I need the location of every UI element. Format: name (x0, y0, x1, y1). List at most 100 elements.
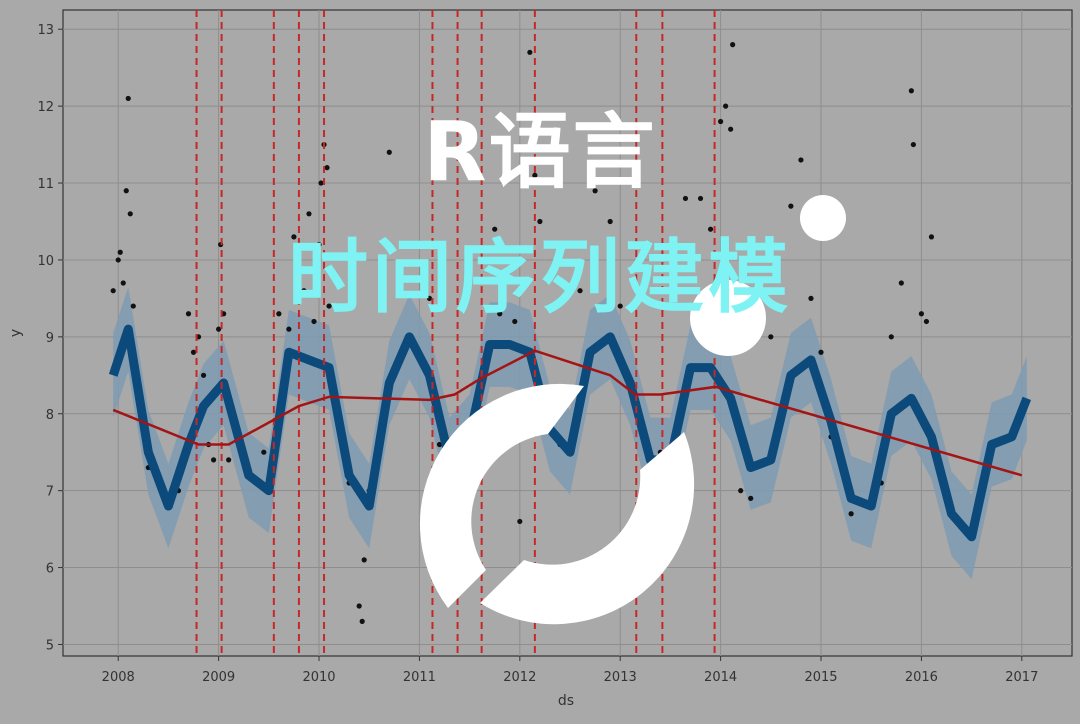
y-tick-label: 7 (46, 485, 54, 500)
y-tick-label: 6 (46, 562, 54, 577)
overlay-title: R语言 (423, 105, 657, 200)
observed-point (768, 334, 774, 340)
x-tick-label: 2010 (302, 670, 335, 685)
observed-point (120, 280, 126, 286)
observed-point (682, 195, 689, 202)
observed-point (707, 226, 714, 232)
logo-ring (419, 195, 846, 625)
observed-point (748, 495, 754, 501)
observed-point (185, 311, 192, 317)
logo-ring-left-arc (419, 383, 584, 608)
observed-point (301, 288, 307, 294)
observed-point (592, 188, 598, 194)
x-tick-label: 2009 (202, 670, 235, 685)
observed-point (517, 518, 523, 525)
trend-line-path (112, 349, 1023, 477)
y-tick-label: 9 (46, 331, 54, 346)
observed-point (426, 295, 433, 301)
x-tick-label: 2012 (503, 670, 536, 685)
observed-point (190, 349, 197, 355)
observed-point (818, 349, 824, 355)
observed-point (226, 457, 232, 463)
observed-point (276, 311, 282, 317)
observed-point (728, 126, 734, 132)
observed-point (738, 488, 744, 494)
observed-point (798, 157, 804, 163)
axis-ticks: 2008 2009 2010 2011 2012 2013 2014 2015 2016 2017… (37, 23, 1038, 685)
observed-point (788, 203, 794, 209)
observed-point (356, 603, 362, 609)
y-tick-label: 12 (37, 100, 54, 115)
observed-point (359, 618, 365, 624)
x-tick-label: 2011 (403, 670, 436, 685)
observed-point (127, 211, 133, 217)
y-tick-label: 8 (46, 408, 54, 423)
observed-point (291, 234, 297, 240)
observed-point (386, 149, 392, 155)
observed-point (210, 457, 217, 463)
observed-point (261, 449, 267, 455)
plot-area (62, 9, 1073, 657)
forecast-line-path (108, 324, 1032, 542)
x-tick-label: 2015 (804, 670, 837, 685)
x-tick-label: 2014 (704, 670, 737, 685)
observed-point (117, 249, 123, 255)
observed-point (808, 295, 814, 301)
observed-point (718, 118, 724, 125)
observed-point (527, 49, 533, 55)
observed-point (730, 42, 736, 48)
overlay-subtitle: 时间序列建模 (288, 231, 792, 324)
observed-point (532, 172, 538, 178)
observed-point (923, 318, 930, 325)
forecast-line (108, 324, 1032, 542)
observed-point (406, 241, 412, 248)
observed-point (617, 303, 623, 309)
y-tick-label: 5 (46, 638, 54, 653)
trend-line (112, 349, 1023, 477)
observed-point (918, 311, 925, 317)
observed-point (306, 211, 312, 217)
logo-dot-small (800, 195, 846, 241)
observed-point (487, 257, 493, 263)
observed-point (928, 234, 935, 240)
observed-point (123, 188, 129, 194)
logo-ring-right-arc (480, 432, 695, 625)
observed-point (286, 326, 292, 332)
observed-point (908, 88, 914, 94)
x-tick-label: 2013 (604, 670, 637, 685)
observed-point (324, 165, 330, 171)
observed-point (492, 226, 498, 232)
y-axis-label: y (8, 329, 24, 337)
x-axis-label: ds (558, 693, 574, 709)
y-tick-label: 13 (37, 23, 54, 38)
y-tick-label: 11 (37, 177, 54, 192)
observed-point (910, 141, 916, 148)
observed-point (216, 326, 222, 332)
x-tick-label: 2016 (905, 670, 938, 685)
observed-point (326, 303, 332, 309)
observed-point (848, 511, 854, 517)
observed-point (898, 280, 904, 286)
observed-point (497, 311, 503, 317)
observed-point (130, 303, 136, 309)
observed-point (318, 180, 324, 186)
observed-point (697, 195, 704, 202)
observed-point (125, 95, 131, 102)
observed-point (396, 288, 402, 294)
observed-point (888, 334, 894, 340)
x-tick-label: 2008 (102, 670, 135, 685)
y-tick-label: 10 (37, 254, 54, 269)
observed-point (316, 241, 322, 248)
observed-point (607, 218, 613, 225)
observed-point (723, 103, 729, 109)
observed-point (110, 288, 116, 294)
observed-point (436, 441, 443, 448)
observed-point (115, 257, 121, 263)
observed-point (361, 557, 367, 563)
observed-point (311, 318, 317, 325)
observed-point (200, 372, 207, 378)
x-tick-label: 2017 (1005, 670, 1038, 685)
observed-point (537, 218, 543, 225)
